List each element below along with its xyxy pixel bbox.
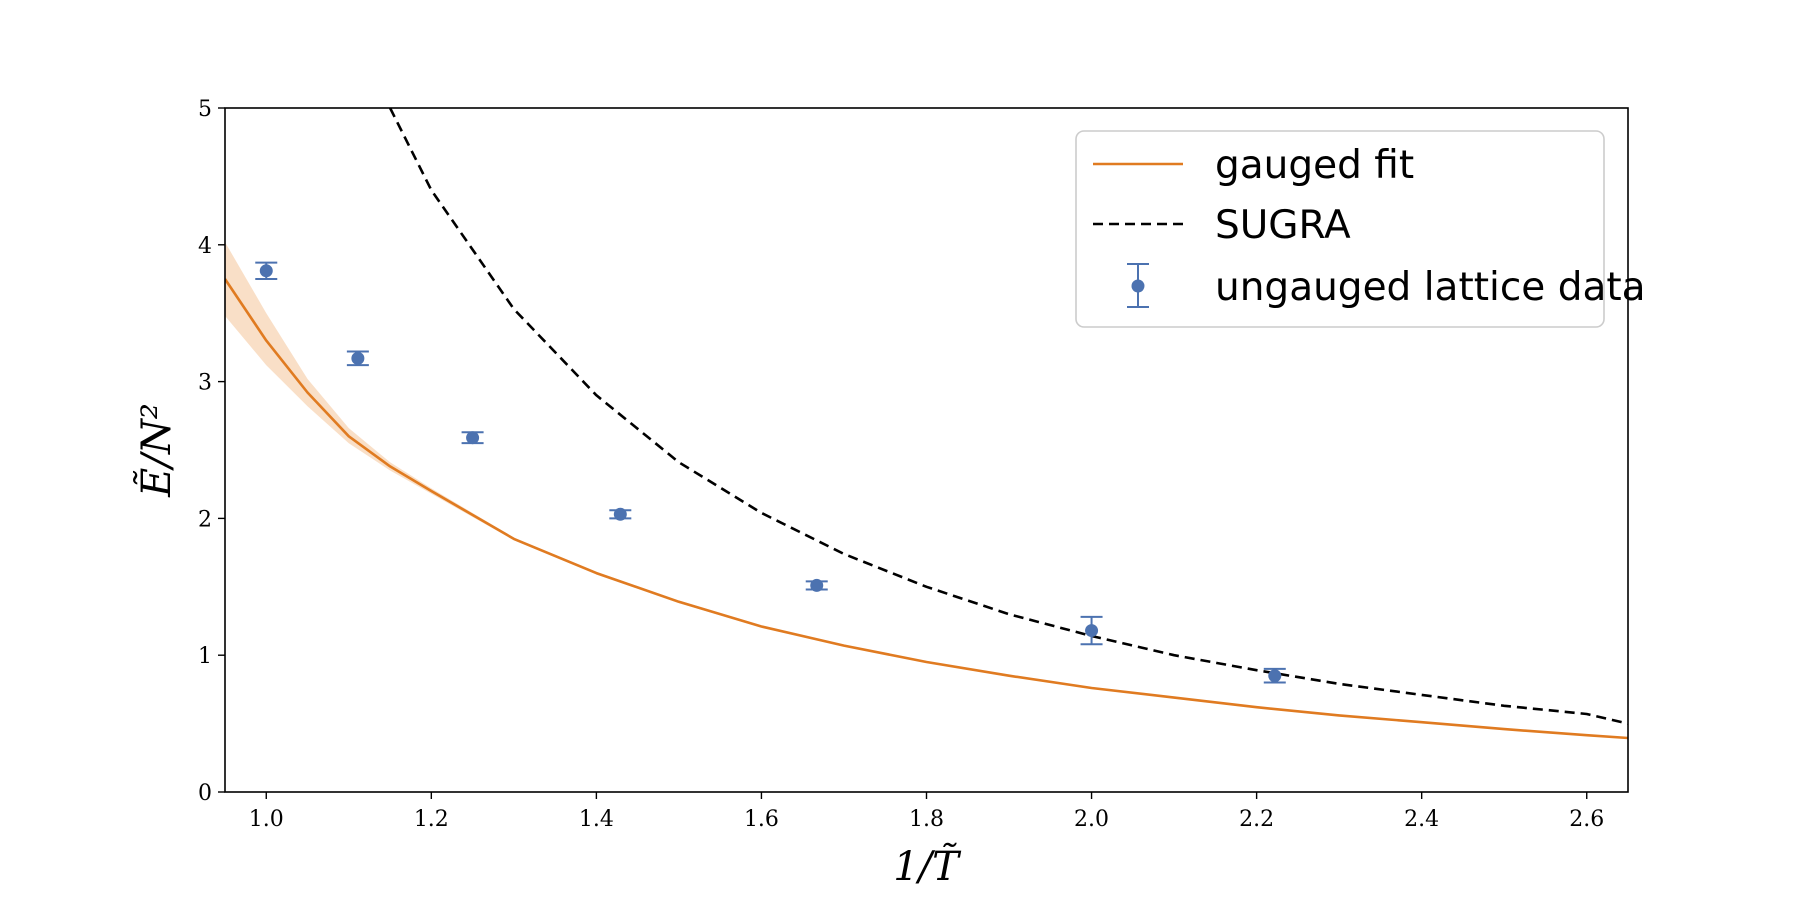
y-tick-label: 5	[198, 97, 212, 122]
y-axis: 0 1 2 3 4 5	[198, 97, 225, 806]
y-tick-label: 4	[198, 234, 212, 259]
x-tick-label: 1.4	[579, 807, 614, 832]
x-tick-label: 2.6	[1569, 807, 1604, 832]
series-lines	[225, 108, 1628, 740]
x-tick-label: 1.0	[249, 807, 284, 832]
x-axis-title: 1/T̃	[893, 843, 962, 890]
x-tick-label: 2.0	[1074, 807, 1109, 832]
y-tick-label: 3	[198, 371, 212, 396]
data-point	[351, 351, 365, 365]
legend-gauged-fit-label: gauged fit	[1215, 143, 1414, 188]
legend-box	[1075, 130, 1605, 328]
data-point	[613, 507, 627, 521]
legend-lattice-swatch	[1127, 263, 1149, 308]
x-tick-label: 2.4	[1404, 807, 1439, 832]
y-tick-label: 0	[198, 781, 212, 806]
data-point	[1268, 669, 1282, 683]
y-axis-title: Ẽ/N²	[133, 403, 180, 498]
data-point	[466, 431, 480, 445]
legend-lattice-label: ungauged lattice data	[1215, 265, 1646, 310]
x-tick-label: 1.2	[414, 807, 449, 832]
legend: gauged fit SUGRA ungauged lattice data	[1075, 130, 1646, 328]
x-axis: 1.0 1.2 1.4 1.6 1.8 2.0 2.2 2.4 2.6	[249, 792, 1604, 832]
y-tick-label: 1	[198, 644, 212, 669]
data-point	[259, 264, 273, 278]
x-tick-label: 1.8	[909, 807, 944, 832]
y-tick-label: 2	[198, 507, 212, 532]
data-points	[255, 261, 1286, 684]
x-tick-label: 2.2	[1239, 807, 1274, 832]
x-tick-label: 1.6	[744, 807, 779, 832]
gauged-fit-line	[225, 278, 1628, 740]
legend-sugra-label: SUGRA	[1215, 203, 1351, 248]
data-point	[1085, 624, 1099, 638]
data-point	[810, 578, 824, 592]
